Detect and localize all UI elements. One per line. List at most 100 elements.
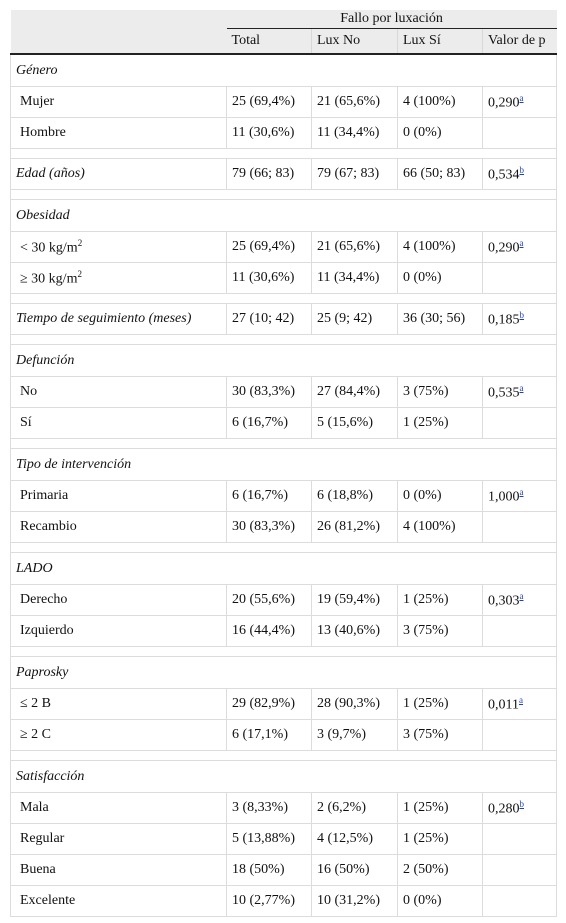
header-col-lux-no: Lux No [311,28,398,55]
cell-lux-si: 3 (75%) [397,615,483,647]
section-label: Satisfacción [9,760,558,793]
table-row: Excelente 10 (2,77%) 10 (31,2%) 0 (0%) [10,885,558,917]
p-value-text: 0,535 [488,385,520,401]
cell-lux-si: 1 (25%) [397,823,483,855]
footnote-ref: a [519,695,523,705]
p-value-text: 0,290 [488,95,520,111]
row-label: ≥ 2 C [10,719,227,751]
footnote-ref: a [520,238,524,248]
row-label-text: Buena [20,862,56,877]
table-row: Edad (años) 79 (66; 83) 79 (67; 83) 66 (50;… [10,158,558,190]
p-value-text: 0,534 [488,167,520,183]
row-label: Primaria [10,480,227,512]
cell-p-value: 0,185b [481,303,558,335]
table-row: ≤ 2 B 29 (82,9%) 28 (90,3%) 1 (25%) 0,011a [10,688,558,720]
footnote-ref: a [520,93,524,103]
footnote-link[interactable]: a [519,237,524,248]
header-blank-cell [10,10,227,29]
cell-total: 25 (69,4%) [226,231,312,263]
spacer-cell [9,334,558,345]
spacer-row [9,148,558,159]
footnote-link[interactable]: b [519,309,525,320]
table-row: Regular 5 (13,88%) 4 (12,5%) 1 (25%) [10,823,558,855]
row-label-text: < 30 kg/m [20,240,78,256]
table-row: Hombre 11 (30,6%) 11 (34,4%) 0 (0%) [10,117,558,149]
cell-lux-no: 10 (31,2%) [311,885,398,917]
row-label-text: Regular [20,831,65,846]
cell-total: 29 (82,9%) [226,688,312,720]
row-label: < 30 kg/m2 [10,231,227,263]
results-table-container: Fallo por luxación Total Lux No Lux Sí V… [9,10,558,917]
row-label: Mala [10,792,227,824]
p-value-text: 0,290 [488,240,520,256]
footnote-link[interactable]: a [519,92,524,103]
table-row: Izquierdo 16 (44,4%) 13 (40,6%) 3 (75%) [10,615,558,647]
row-label-text: Primaria [20,488,69,503]
cell-p-value [481,511,558,543]
cell-lux-si: 4 (100%) [397,86,483,118]
cell-lux-si: 0 (0%) [397,117,483,149]
cell-total: 11 (30,6%) [226,262,312,294]
table-row: ≥ 30 kg/m2 11 (30,6%) 11 (34,4%) 0 (0%) [10,262,558,294]
section-label: Paprosky [9,656,558,689]
row-label: Edad (años) [10,158,227,190]
section-label: Género [9,54,558,87]
cell-total: 6 (17,1%) [226,719,312,751]
row-label-text: Excelente [20,893,76,908]
footnote-link[interactable]: b [519,798,525,809]
footnote-link[interactable]: a [519,486,524,497]
footnote-link[interactable]: b [519,164,525,175]
cell-total: 18 (50%) [226,854,312,886]
row-label: Regular [10,823,227,855]
header-col-lux-si: Lux Sí [397,28,483,55]
table-row: No 30 (83,3%) 27 (84,4%) 3 (75%) 0,535a [10,376,558,408]
cell-p-value [481,117,558,149]
row-label-text: ≤ 2 B [20,696,52,711]
section-label: Obesidad [9,199,558,232]
spacer-cell [9,148,558,159]
cell-total: 3 (8,33%) [226,792,312,824]
p-value-text: 1,000 [488,489,520,505]
table-row: Recambio 30 (83,3%) 26 (81,2%) 4 (100%) [10,511,558,543]
section-label: LADO [9,552,558,585]
section-header-row: Obesidad [9,199,558,232]
cell-total: 20 (55,6%) [226,584,312,616]
spacer-cell [9,646,558,657]
cell-lux-si: 36 (30; 56) [397,303,483,335]
row-label-text: Sí [20,415,32,430]
cell-p-value [481,615,558,647]
row-label: ≤ 2 B [10,688,227,720]
cell-lux-si: 0 (0%) [397,885,483,917]
p-value-text: 0,185 [488,312,520,328]
footnote-link[interactable]: a [519,382,524,393]
footnote-ref: b [520,799,525,809]
results-table: Fallo por luxación Total Lux No Lux Sí V… [9,10,558,917]
cell-lux-no: 11 (34,4%) [311,117,398,149]
row-label-text: ≥ 30 kg/m [20,271,78,287]
table-row: Primaria 6 (16,7%) 6 (18,8%) 0 (0%) 1,000a [10,480,558,512]
row-label-text: Mala [20,800,49,815]
footnote-ref: a [520,383,524,393]
footnote-link[interactable]: a [519,590,524,601]
row-label: Excelente [10,885,227,917]
cell-p-value: 0,534b [481,158,558,190]
cell-p-value: 0,535a [481,376,558,408]
cell-lux-no: 16 (50%) [311,854,398,886]
unit-exponent: 2 [77,268,82,279]
cell-lux-no: 5 (15,6%) [311,407,398,439]
header-col-total: Total [226,28,312,55]
cell-total: 10 (2,77%) [226,885,312,917]
cell-lux-no: 3 (9,7%) [311,719,398,751]
footnote-link[interactable]: a [518,694,523,705]
spacer-row [9,438,558,449]
cell-p-value [481,854,558,886]
cell-p-value: 0,011a [481,688,558,720]
table-row: Tiempo de seguimiento (meses) 27 (10; 42)… [10,303,558,335]
section-header-row: Género [9,54,558,87]
cell-lux-si: 0 (0%) [397,480,483,512]
unit-exponent: 2 [77,237,83,248]
cell-p-value [481,823,558,855]
cell-lux-no: 25 (9; 42) [311,303,398,335]
row-label-text: ≥ 2 C [20,727,52,742]
spacer-row [9,293,558,304]
